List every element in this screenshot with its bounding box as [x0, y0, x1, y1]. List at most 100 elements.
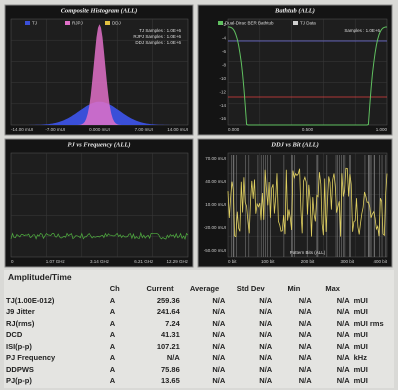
cell: N/A — [298, 330, 312, 340]
cell: N/A — [212, 295, 226, 305]
cell: A — [109, 353, 116, 363]
cell: A — [109, 318, 116, 328]
legend-swatch — [218, 21, 223, 25]
legend-label: TJ — [32, 21, 37, 26]
cell: N/A — [212, 341, 226, 351]
panel-title: PJ vs Frequency (ALL) — [67, 141, 130, 148]
cell: N/A — [298, 341, 312, 351]
cell: N/A — [259, 353, 273, 363]
plots: Composite Histogram (ALL) TJ RJPJ DDJ TJ Sam… — [4, 4, 393, 268]
note: DDJ Samples : 1.0E+6 — [135, 40, 181, 45]
x-tick-label: 0 — [11, 259, 14, 264]
cell: A — [109, 307, 116, 317]
row: J9 Jitter A 241.64 N/A N/A N/A N/A mUI — [4, 306, 394, 318]
y-tick-label: -20.00 mUI — [204, 225, 226, 230]
measurement-table: Amplitude/Time Ch Current Average Std Dev Mi… — [4, 270, 394, 388]
cell: PJ(p-p) — [6, 376, 32, 386]
y-tick-label: -6 — [222, 49, 226, 54]
cell: PJ Frequency — [6, 353, 56, 363]
row: PJ Frequency A N/A N/A N/A N/A N/A kHz — [4, 352, 394, 364]
cell: N/A — [298, 376, 312, 386]
cell: 75.86 — [160, 364, 180, 374]
x-tick-label: 1.000 — [376, 127, 388, 132]
x-tick-label: 0 bit — [228, 259, 237, 264]
cell: mUI — [353, 295, 368, 305]
cell: N/A — [212, 364, 226, 374]
cell: N/A — [212, 376, 226, 386]
y-tick-label: -10 — [219, 76, 226, 81]
cell: N/A — [336, 353, 350, 363]
y-tick-label: -2 — [222, 22, 226, 27]
header-cell: Current — [146, 284, 174, 294]
y-tick-label: -14 — [219, 103, 226, 108]
cell: N/A — [166, 353, 180, 363]
panel-title: DDJ vs Bit (ALL) — [270, 141, 318, 148]
trace — [228, 26, 387, 126]
y-tick-label: -16 — [219, 116, 226, 121]
panel-title: Composite Histogram (ALL) — [61, 7, 138, 14]
x-tick-label: -7.00 mUI — [45, 127, 65, 132]
cell: N/A — [298, 353, 312, 363]
cell: DDPWS — [6, 364, 34, 374]
note: RJPJ Samples : 1.0E+6 — [133, 34, 181, 39]
cell: N/A — [259, 341, 273, 351]
note: Pattern Bits (ALL) — [290, 250, 326, 255]
x-tick-label: 100 bit — [261, 259, 275, 264]
y-tick-label: 40.00 mUI — [205, 179, 226, 184]
header-cell: Std Dev — [236, 284, 265, 294]
note: Samples : 1.0E+6 — [344, 28, 380, 33]
cell: N/A — [336, 318, 350, 328]
note: TJ Samples : 1.0E+6 — [139, 28, 181, 33]
row: ISI(p-p) A 107.21 N/A N/A N/A N/A mUI — [4, 341, 394, 353]
panel-title: Bathtub (ALL) — [274, 7, 315, 14]
cell: N/A — [259, 364, 273, 374]
trace — [11, 24, 188, 125]
cell: N/A — [259, 295, 273, 305]
header-cell: Min — [287, 284, 301, 294]
y-tick-label: 10.00 mUI — [205, 202, 226, 207]
cell: mUI — [353, 330, 368, 340]
cell: N/A — [259, 330, 273, 340]
cell: N/A — [336, 376, 350, 386]
legend-label: DDJ — [112, 21, 121, 26]
cell: N/A — [212, 353, 226, 363]
legend-swatch — [65, 21, 70, 25]
cell: N/A — [336, 295, 350, 305]
cell: 41.31 — [160, 330, 180, 340]
row: DDPWS A 75.86 N/A N/A N/A N/A mUI — [4, 364, 394, 376]
y-tick-label: -12 — [219, 89, 226, 94]
row: RJ(rms) A 7.24 N/A N/A N/A N/A mUI rms — [4, 318, 394, 330]
y-tick-label: -50.00 mUI — [204, 248, 226, 253]
cell: A — [109, 364, 116, 374]
trace — [227, 167, 388, 238]
cell: mUI — [353, 307, 368, 317]
cell: N/A — [259, 318, 273, 328]
cell: A — [109, 330, 116, 340]
cell: TJ(1.00E-012) — [6, 295, 55, 305]
cell: mUI — [353, 364, 368, 374]
header-cell: Max — [325, 284, 340, 294]
cell: N/A — [298, 307, 312, 317]
cell: N/A — [298, 364, 312, 374]
cell: N/A — [298, 295, 312, 305]
cell: ISI(p-p) — [6, 341, 32, 351]
cell: 13.65 — [160, 376, 180, 386]
header-cell — [4, 283, 108, 295]
x-tick-label: 1.07 GHz — [46, 259, 66, 264]
cell: N/A — [336, 364, 350, 374]
cell: A — [109, 295, 116, 305]
header-cell — [352, 283, 394, 295]
cell: 107.21 — [156, 341, 180, 351]
header-cell: Ch — [109, 284, 120, 294]
cell: N/A — [336, 341, 350, 351]
x-tick-label: -14.00 mUI — [11, 127, 33, 132]
cell: N/A — [298, 318, 312, 328]
y-tick-label: 70.00 mUI — [205, 156, 226, 161]
cell: mUI — [353, 341, 368, 351]
cell: A — [109, 376, 116, 386]
x-tick-label: 12.29 GHz — [166, 259, 188, 264]
cell: N/A — [259, 376, 273, 386]
header-row: Ch Current Average Std Dev Min Max — [4, 283, 394, 295]
x-tick-label: 0.000 mUI — [89, 127, 110, 132]
x-tick-label: 3.14 GHz — [90, 259, 110, 264]
